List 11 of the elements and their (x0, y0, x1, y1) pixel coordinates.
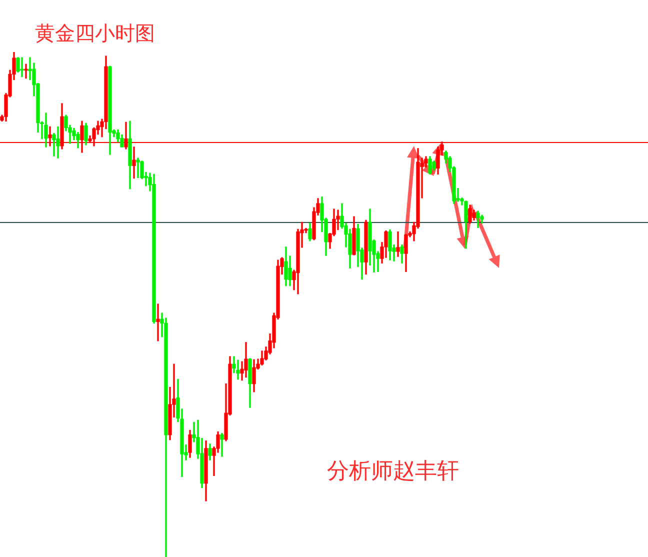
chart-title: 黄金四小时图 (35, 20, 155, 47)
candlestick (24, 64, 28, 79)
candlestick (396, 231, 400, 257)
candlestick (56, 126, 60, 158)
candlestick (220, 432, 224, 457)
candlestick (236, 360, 240, 380)
annotation: 分析师赵丰轩 (327, 458, 459, 486)
candlestick (20, 57, 24, 78)
candlestick (136, 158, 140, 178)
candlestick (156, 304, 160, 342)
candlestick (132, 146, 136, 179)
